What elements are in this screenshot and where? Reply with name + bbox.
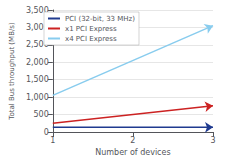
svg-text:3: 3 [210, 136, 215, 145]
svg-text:1,000: 1,000 [26, 93, 49, 102]
svg-text:x1 PCI Express: x1 PCI Express [65, 25, 117, 33]
svg-text:2,000: 2,000 [26, 58, 49, 67]
svg-text:2: 2 [130, 136, 135, 145]
svg-text:3,000: 3,000 [25, 22, 49, 32]
svg-text:2,500: 2,500 [25, 40, 49, 50]
svg-text:x4 PCI Express: x4 PCI Express [65, 35, 117, 43]
svg-text:PCI (32-bit, 33 MHz): PCI (32-bit, 33 MHz) [65, 15, 135, 23]
svg-text:3,500: 3,500 [25, 5, 49, 15]
svg-text:0: 0 [44, 128, 49, 137]
svg-text:Number of devices: Number of devices [95, 148, 170, 157]
svg-text:1,500: 1,500 [26, 75, 49, 84]
svg-text:Total Bus throughput (MB/s): Total Bus throughput (MB/s) [8, 22, 16, 121]
svg-text:500: 500 [34, 110, 49, 119]
svg-text:1: 1 [50, 136, 55, 145]
